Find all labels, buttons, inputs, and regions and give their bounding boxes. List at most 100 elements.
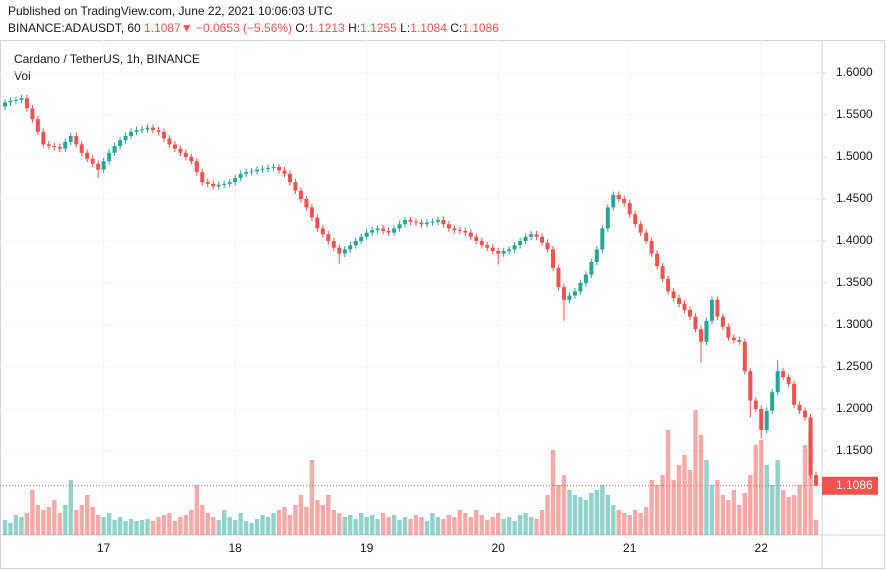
candle-body xyxy=(540,236,545,243)
candle-body xyxy=(709,299,714,321)
candle-body xyxy=(726,326,731,338)
volume-bar xyxy=(200,505,205,535)
y-tick-label: 1.1500 xyxy=(836,443,873,457)
candle-body xyxy=(485,245,490,248)
candle-body xyxy=(8,100,13,103)
volume-bar xyxy=(52,500,57,535)
volume-bar xyxy=(222,510,227,535)
candle-body xyxy=(134,130,139,132)
volume-bar xyxy=(419,517,424,535)
candle-body xyxy=(304,199,309,208)
candle-body xyxy=(172,144,177,149)
volume-bar xyxy=(211,517,216,535)
volume-bar xyxy=(232,520,238,535)
ohlc-value: 1.1086 xyxy=(462,21,499,35)
volume-bar xyxy=(600,485,605,535)
volume-bar xyxy=(271,513,276,535)
volume-bar xyxy=(611,505,616,535)
volume-bar xyxy=(797,485,802,535)
candle-body xyxy=(266,167,271,169)
volume-bar xyxy=(276,510,282,535)
y-tick-label: 1.3500 xyxy=(836,275,873,289)
volume-bar xyxy=(665,430,671,535)
candle-body xyxy=(507,249,512,252)
volume-bar xyxy=(101,517,106,535)
volume-bar xyxy=(791,495,797,535)
candle-body xyxy=(244,172,249,174)
candle-body xyxy=(551,249,555,268)
candle-body xyxy=(534,234,539,237)
volume-bar xyxy=(408,519,413,535)
candle-body xyxy=(63,141,68,149)
candle-body xyxy=(474,236,479,242)
volume-bar xyxy=(375,519,380,535)
volume-bar xyxy=(369,515,375,535)
volume-bar xyxy=(85,495,90,535)
volume-bar xyxy=(430,513,435,535)
volume-bar xyxy=(589,493,594,535)
volume-bar xyxy=(13,515,19,535)
candle-body xyxy=(594,249,599,263)
candle-body xyxy=(512,245,517,250)
candle-body xyxy=(737,340,742,342)
volume-bar xyxy=(2,520,8,535)
volume-bar xyxy=(337,513,342,535)
candle-body xyxy=(611,194,616,208)
volume-bar xyxy=(68,480,73,535)
volume-bar xyxy=(326,495,331,535)
volume-bar xyxy=(150,521,156,535)
volume-bar xyxy=(572,495,578,535)
candle-body xyxy=(118,140,123,147)
candle-body xyxy=(96,163,101,170)
candle-body xyxy=(753,400,758,410)
volume-bar xyxy=(413,515,419,535)
volume-bar xyxy=(139,520,145,535)
volume-bar xyxy=(167,513,172,535)
candle-body xyxy=(222,183,227,185)
volume-bar xyxy=(737,505,742,535)
price: 1.1087 xyxy=(144,21,181,35)
volume-bar xyxy=(260,515,265,535)
candle-body xyxy=(633,214,638,225)
y-tick-label: 1.6000 xyxy=(836,65,873,79)
candle-body xyxy=(30,108,35,120)
volume-bar xyxy=(24,513,30,535)
volume-bar xyxy=(731,490,737,535)
volume-bar xyxy=(506,517,512,535)
candle-body xyxy=(3,102,7,107)
volume-bar xyxy=(567,490,572,535)
volume-bar xyxy=(304,507,309,535)
candle-body xyxy=(19,98,24,100)
volume-bar xyxy=(254,519,260,535)
volume-bar xyxy=(112,520,117,535)
candle-body xyxy=(781,371,786,378)
volume-bar xyxy=(676,465,682,535)
candle-body xyxy=(808,417,813,476)
volume-bar xyxy=(353,519,358,535)
candle-body xyxy=(112,146,117,153)
candle-body xyxy=(161,131,166,139)
volume-bar xyxy=(759,440,764,535)
candle-body xyxy=(353,241,358,246)
candle-body xyxy=(90,158,95,164)
volume-bar xyxy=(468,517,473,535)
candle-body xyxy=(441,220,446,225)
candle-body xyxy=(759,409,764,431)
published-line: Published on TradingView.com, June 22, 2… xyxy=(8,4,333,18)
volume-bar xyxy=(490,517,495,535)
candle-body xyxy=(561,287,566,300)
volume-bar xyxy=(709,485,715,535)
volume-bar xyxy=(622,513,627,535)
volume-bar xyxy=(315,500,320,535)
candle-body xyxy=(101,161,106,170)
candle-body xyxy=(424,222,429,225)
candle-body xyxy=(627,203,632,215)
volume-bar xyxy=(397,520,402,535)
volume-bar xyxy=(441,519,446,535)
volume-bar xyxy=(298,495,304,535)
candle-body xyxy=(430,221,435,223)
volume-bar xyxy=(748,475,753,535)
last-price-box xyxy=(822,476,878,495)
volume-bar xyxy=(309,460,315,535)
candle-body xyxy=(24,98,29,109)
